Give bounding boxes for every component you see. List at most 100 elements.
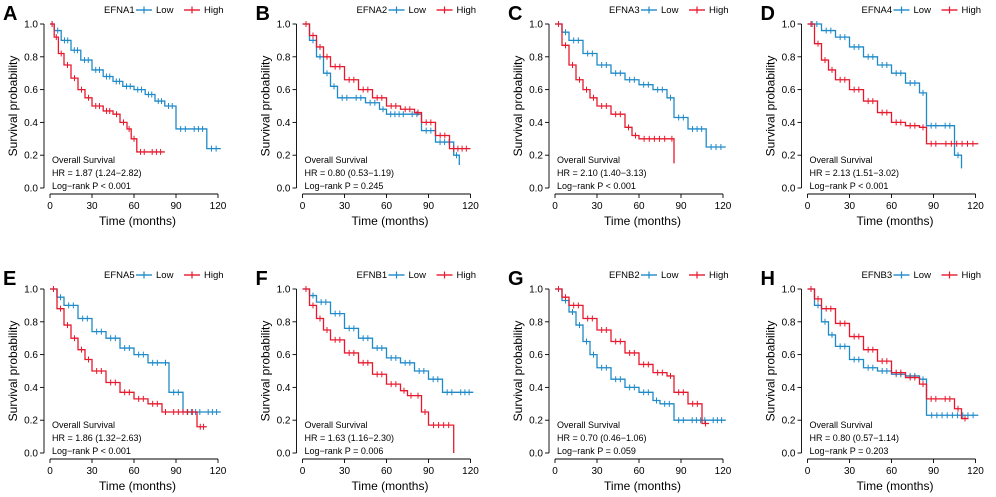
annotation-line: Overall Survival [810,420,873,430]
x-axis-title: Time (months) [352,214,429,228]
legend-entry-low: Low [641,270,679,281]
annotation-line: Log−rank P = 0.245 [305,181,384,191]
y-axis-title: Survival probability [511,321,525,422]
x-tick-label: 0 [300,201,306,212]
y-tick-label: 0.2 [24,416,38,427]
legend-label: High [204,270,224,281]
survival-curve [302,288,474,393]
series-low [302,286,474,396]
survival-curve [555,288,709,425]
y-tick-label: 0.2 [782,151,796,162]
annotation-line: Log−rank P < 0.001 [52,446,131,456]
y-tick-label: 0.0 [529,449,543,460]
x-tick-label: 120 [967,201,984,212]
annotation-line: Log−rank P = 0.203 [810,446,889,456]
panel-letter: D [761,3,775,25]
survival-curve [50,288,221,413]
x-axis-title: Time (months) [857,214,934,228]
y-axis-title: Survival probability [764,56,778,157]
y-tick-label: 0.2 [529,416,543,427]
annotation-line: Overall Survival [557,155,620,165]
survival-curve [302,23,471,150]
x-axis-title: Time (months) [604,479,681,493]
annotation-line: Log−rank P < 0.001 [810,181,889,191]
annotation-line: Overall Survival [52,155,115,165]
annotation-line: HR = 0.80 (0.53−1.19) [305,168,395,178]
y-tick-label: 0.4 [24,118,38,129]
panel-a: A EFNA1 Low High 0.0 0.2 0.4 0.6 0.8 1.0 0 30 60 90 12… [3,3,227,228]
x-tick-label: 0 [47,466,53,477]
series-low [807,286,979,419]
annotation-line: HR = 1.87 (1.24−2.82) [52,168,142,178]
x-tick-label: 0 [47,201,53,212]
survival-curve [50,23,221,150]
x-tick-label: 120 [715,201,732,212]
y-tick-label: 1.0 [529,20,543,31]
y-tick-label: 0.8 [529,52,543,63]
legend-title: EFNA4 [862,5,893,16]
y-axis-title: Survival probability [259,56,273,157]
x-tick-label: 60 [381,201,393,212]
series-low [50,21,221,152]
y-axis-title: Survival probability [6,321,20,422]
y-tick-label: 1.0 [277,285,291,296]
y-tick-label: 0.8 [782,317,796,328]
annotation-line: Overall Survival [810,155,873,165]
y-tick-label: 0.6 [782,350,796,361]
x-tick-label: 30 [844,466,856,477]
series-high [50,286,207,430]
annotation-line: HR = 2.13 (1.51−3.02) [810,168,900,178]
annotation-line: HR = 1.63 (1.16−2.30) [305,433,395,443]
y-tick-label: 1.0 [782,285,796,296]
legend-label: High [709,5,729,16]
legend-label: Low [156,5,174,16]
legend-label: Low [661,5,679,16]
y-tick-label: 0.4 [782,383,796,394]
y-tick-label: 0.0 [277,449,291,460]
survival-curve [302,23,460,166]
x-tick-label: 60 [128,201,140,212]
survival-curve [555,23,726,148]
y-tick-label: 0.0 [24,449,38,460]
panel-c: C EFNA3 Low High 0.0 0.2 0.4 0.6 0.8 1.0 0 30 60 90 12… [508,3,732,228]
panel-letter: B [256,3,270,25]
survival-curve [807,23,963,169]
legend-label: High [204,5,224,16]
x-tick-label: 30 [339,201,351,212]
series-low [807,21,963,169]
annotation-line: Log−rank P = 0.059 [557,446,636,456]
legend-label: High [962,5,982,16]
panel-letter: G [508,268,524,290]
y-tick-label: 0.6 [529,350,543,361]
y-tick-label: 1.0 [277,20,291,31]
y-axis-title: Survival probability [511,56,525,157]
legend-entry-high: High [184,5,224,16]
legend-title: EFNA1 [104,5,135,16]
y-tick-label: 0.0 [277,184,291,195]
panel-letter: F [256,268,268,290]
legend-entry-high: High [184,270,224,281]
y-tick-label: 0.0 [529,184,543,195]
legend-entry-high: High [689,270,729,281]
x-tick-label: 90 [423,201,435,212]
annotation-line: Overall Survival [52,420,115,430]
x-tick-label: 90 [170,201,182,212]
x-tick-label: 30 [591,201,603,212]
x-tick-label: 60 [633,201,645,212]
x-tick-label: 60 [633,466,645,477]
y-tick-label: 0.2 [277,151,291,162]
legend-entry-high: High [436,5,476,16]
annotation-line: Log−rank P = 0.006 [305,446,384,456]
y-tick-label: 0.6 [782,85,796,96]
legend-entry-low: Low [893,5,932,16]
legend-entry-low: Low [893,270,931,281]
legend-label: Low [914,5,932,16]
x-tick-label: 120 [462,201,479,212]
survival-curve [555,23,675,164]
x-tick-label: 60 [886,466,898,477]
annotation-line: HR = 1.86 (1.32−2.63) [52,433,142,443]
legend-label: Low [661,270,679,281]
series-high [302,21,471,152]
series-low [555,286,726,424]
